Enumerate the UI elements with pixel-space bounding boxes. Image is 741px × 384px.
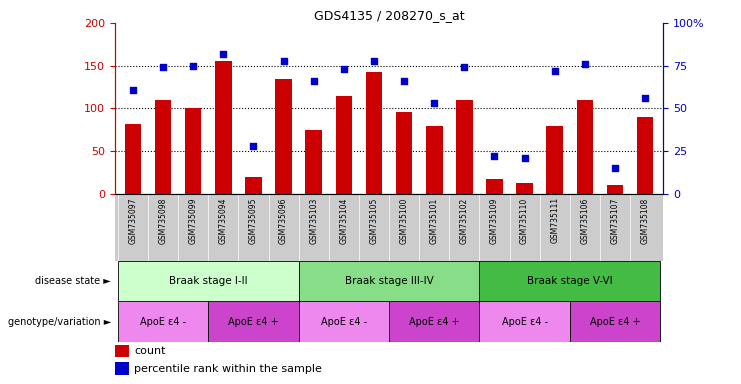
Text: ApoE ε4 -: ApoE ε4 - xyxy=(321,316,367,327)
Point xyxy=(217,51,229,57)
Bar xyxy=(516,183,533,194)
Text: GSM735097: GSM735097 xyxy=(128,197,137,244)
Text: GSM735107: GSM735107 xyxy=(611,197,619,244)
Bar xyxy=(185,109,202,194)
Text: Braak stage I-II: Braak stage I-II xyxy=(169,276,247,286)
Text: GSM735106: GSM735106 xyxy=(580,197,589,244)
Bar xyxy=(124,124,142,194)
Bar xyxy=(607,185,623,194)
Bar xyxy=(299,261,479,301)
Text: ApoE ε4 -: ApoE ε4 - xyxy=(502,316,548,327)
Point xyxy=(247,143,259,149)
Bar xyxy=(479,261,660,301)
Point xyxy=(308,78,319,84)
Bar xyxy=(336,96,352,194)
Point xyxy=(549,68,561,74)
Point xyxy=(368,58,380,64)
Text: count: count xyxy=(134,346,165,356)
Text: GSM735103: GSM735103 xyxy=(309,197,318,244)
Text: GSM735098: GSM735098 xyxy=(159,197,167,244)
Point xyxy=(398,78,410,84)
Bar xyxy=(118,301,208,342)
Point xyxy=(459,65,471,71)
Text: GSM735102: GSM735102 xyxy=(460,197,469,243)
Bar xyxy=(479,301,570,342)
Bar xyxy=(245,177,262,194)
Text: GSM735099: GSM735099 xyxy=(189,197,198,244)
Text: GSM735095: GSM735095 xyxy=(249,197,258,244)
Text: disease state ►: disease state ► xyxy=(36,276,111,286)
Bar xyxy=(486,179,502,194)
Bar xyxy=(299,301,389,342)
Title: GDS4135 / 208270_s_at: GDS4135 / 208270_s_at xyxy=(313,9,465,22)
Text: GSM735096: GSM735096 xyxy=(279,197,288,244)
Point xyxy=(157,65,169,71)
Text: Braak stage V-VI: Braak stage V-VI xyxy=(527,276,613,286)
Bar xyxy=(208,301,299,342)
Bar xyxy=(276,79,292,194)
Bar xyxy=(115,362,129,375)
Bar xyxy=(365,72,382,194)
Bar xyxy=(570,301,660,342)
Point xyxy=(488,153,500,159)
Point xyxy=(609,165,621,171)
Text: GSM735105: GSM735105 xyxy=(370,197,379,244)
Bar xyxy=(576,100,593,194)
Text: GSM735094: GSM735094 xyxy=(219,197,227,244)
Text: percentile rank within the sample: percentile rank within the sample xyxy=(134,364,322,374)
Text: ApoE ε4 +: ApoE ε4 + xyxy=(590,316,640,327)
Bar xyxy=(389,301,479,342)
Text: GSM735104: GSM735104 xyxy=(339,197,348,244)
Bar xyxy=(456,100,473,194)
Bar xyxy=(215,61,232,194)
Text: genotype/variation ►: genotype/variation ► xyxy=(8,316,111,327)
Text: ApoE ε4 +: ApoE ε4 + xyxy=(409,316,459,327)
Point xyxy=(338,66,350,72)
Point xyxy=(127,87,139,93)
Text: GSM735109: GSM735109 xyxy=(490,197,499,244)
Text: ApoE ε4 +: ApoE ε4 + xyxy=(228,316,279,327)
Bar xyxy=(155,100,171,194)
Bar xyxy=(546,126,563,194)
Text: GSM735100: GSM735100 xyxy=(399,197,408,244)
Bar xyxy=(396,112,413,194)
Point xyxy=(428,100,440,106)
Point xyxy=(187,63,199,69)
Text: GSM735101: GSM735101 xyxy=(430,197,439,243)
Bar xyxy=(118,261,299,301)
Bar xyxy=(426,126,442,194)
Text: Braak stage III-IV: Braak stage III-IV xyxy=(345,276,433,286)
Point xyxy=(639,95,651,101)
Text: GSM735111: GSM735111 xyxy=(551,197,559,243)
Text: ApoE ε4 -: ApoE ε4 - xyxy=(140,316,186,327)
Point xyxy=(519,155,531,161)
Point xyxy=(579,61,591,67)
Bar xyxy=(637,117,654,194)
Bar xyxy=(115,345,129,357)
Text: GSM735108: GSM735108 xyxy=(641,197,650,243)
Bar xyxy=(305,130,322,194)
Point xyxy=(278,58,290,64)
Text: GSM735110: GSM735110 xyxy=(520,197,529,243)
